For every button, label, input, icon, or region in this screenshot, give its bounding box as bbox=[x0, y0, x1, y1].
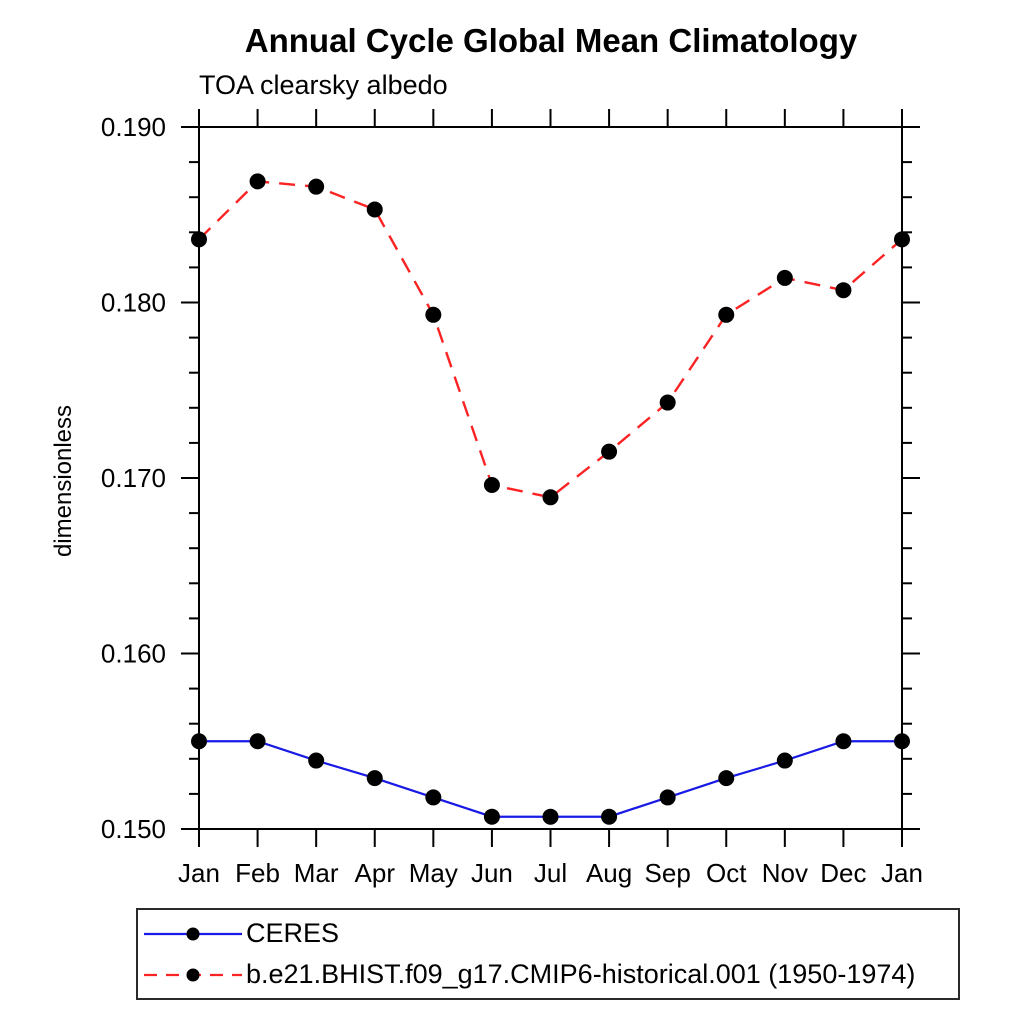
data-point-marker bbox=[835, 733, 852, 750]
data-point-marker bbox=[366, 770, 383, 787]
data-point-marker bbox=[601, 808, 618, 825]
x-tick-label: Jan bbox=[881, 858, 923, 888]
data-point-marker bbox=[425, 306, 442, 323]
series-line-0 bbox=[199, 740, 902, 818]
x-tick-label: Apr bbox=[355, 858, 396, 888]
legend-label-ceres: CERES bbox=[246, 918, 340, 948]
data-point-marker bbox=[718, 306, 735, 323]
y-tick-labels: 0.150 0.160 0.170 0.180 0.190 bbox=[101, 112, 166, 844]
data-point-marker bbox=[366, 201, 383, 218]
data-point-marker bbox=[659, 394, 676, 411]
y-tick-label: 0.150 bbox=[101, 814, 166, 844]
legend-box: CERES b.e21.BHIST.f09_g17.CMIP6-historic… bbox=[136, 908, 960, 1000]
axis-ticks bbox=[181, 109, 920, 847]
x-tick-label: Dec bbox=[820, 858, 866, 888]
legend-swatch-model-line-icon bbox=[144, 968, 242, 981]
x-tick-label: Jul bbox=[534, 858, 567, 888]
x-tick-label: Mar bbox=[294, 858, 339, 888]
y-tick-label: 0.160 bbox=[101, 639, 166, 669]
legend-marker-sample bbox=[186, 927, 200, 940]
legend-row-ceres: CERES bbox=[138, 913, 958, 954]
x-tick-label: May bbox=[409, 858, 458, 888]
y-tick-label: 0.190 bbox=[101, 112, 166, 142]
data-point-marker bbox=[308, 178, 325, 195]
data-point-marker bbox=[425, 789, 442, 806]
x-tick-label: Jun bbox=[471, 858, 513, 888]
data-point-marker bbox=[894, 231, 910, 248]
data-point-marker bbox=[542, 808, 559, 825]
x-tick-label: Sep bbox=[645, 858, 691, 888]
data-point-marker bbox=[718, 770, 735, 787]
data-point-marker bbox=[776, 269, 793, 286]
x-tick-label: Feb bbox=[235, 858, 280, 888]
data-point-marker bbox=[483, 477, 500, 494]
data-point-marker bbox=[894, 733, 910, 750]
data-point-marker bbox=[483, 808, 500, 825]
legend-label-model: b.e21.BHIST.f09_g17.CMIP6-historical.001… bbox=[246, 959, 916, 989]
legend-swatch-ceres-line-icon bbox=[144, 927, 242, 940]
x-tick-label: Oct bbox=[706, 858, 747, 888]
x-tick-label: Jan bbox=[178, 858, 220, 888]
data-point-marker bbox=[191, 231, 207, 248]
chart-subtitle: TOA clearsky albedo bbox=[199, 70, 448, 100]
legend-row-model: b.e21.BHIST.f09_g17.CMIP6-historical.001… bbox=[138, 954, 958, 995]
data-point-marker bbox=[249, 173, 266, 190]
data-point-marker bbox=[776, 752, 793, 769]
data-point-marker bbox=[835, 282, 852, 299]
data-point-marker bbox=[659, 789, 676, 806]
series-markers-0 bbox=[191, 733, 910, 825]
data-point-marker bbox=[601, 443, 618, 460]
plot-border bbox=[198, 126, 903, 830]
y-tick-label: 0.170 bbox=[101, 463, 166, 493]
data-point-marker bbox=[308, 752, 325, 769]
x-tick-label: Nov bbox=[762, 858, 808, 888]
data-point-marker bbox=[249, 733, 266, 750]
series-line-1 bbox=[198, 180, 903, 499]
data-point-marker bbox=[542, 489, 559, 506]
legend-marker-sample bbox=[186, 968, 200, 981]
x-tick-labels: Jan Feb Mar Apr May Jun Jul Aug Sep Oct Nov Dec Jan bbox=[178, 858, 923, 888]
series-markers-1 bbox=[191, 173, 910, 506]
y-tick-label: 0.180 bbox=[101, 288, 166, 318]
chart-title: Annual Cycle Global Mean Climatology bbox=[244, 22, 858, 59]
data-point-marker bbox=[191, 733, 207, 750]
x-tick-label: Aug bbox=[586, 858, 632, 888]
